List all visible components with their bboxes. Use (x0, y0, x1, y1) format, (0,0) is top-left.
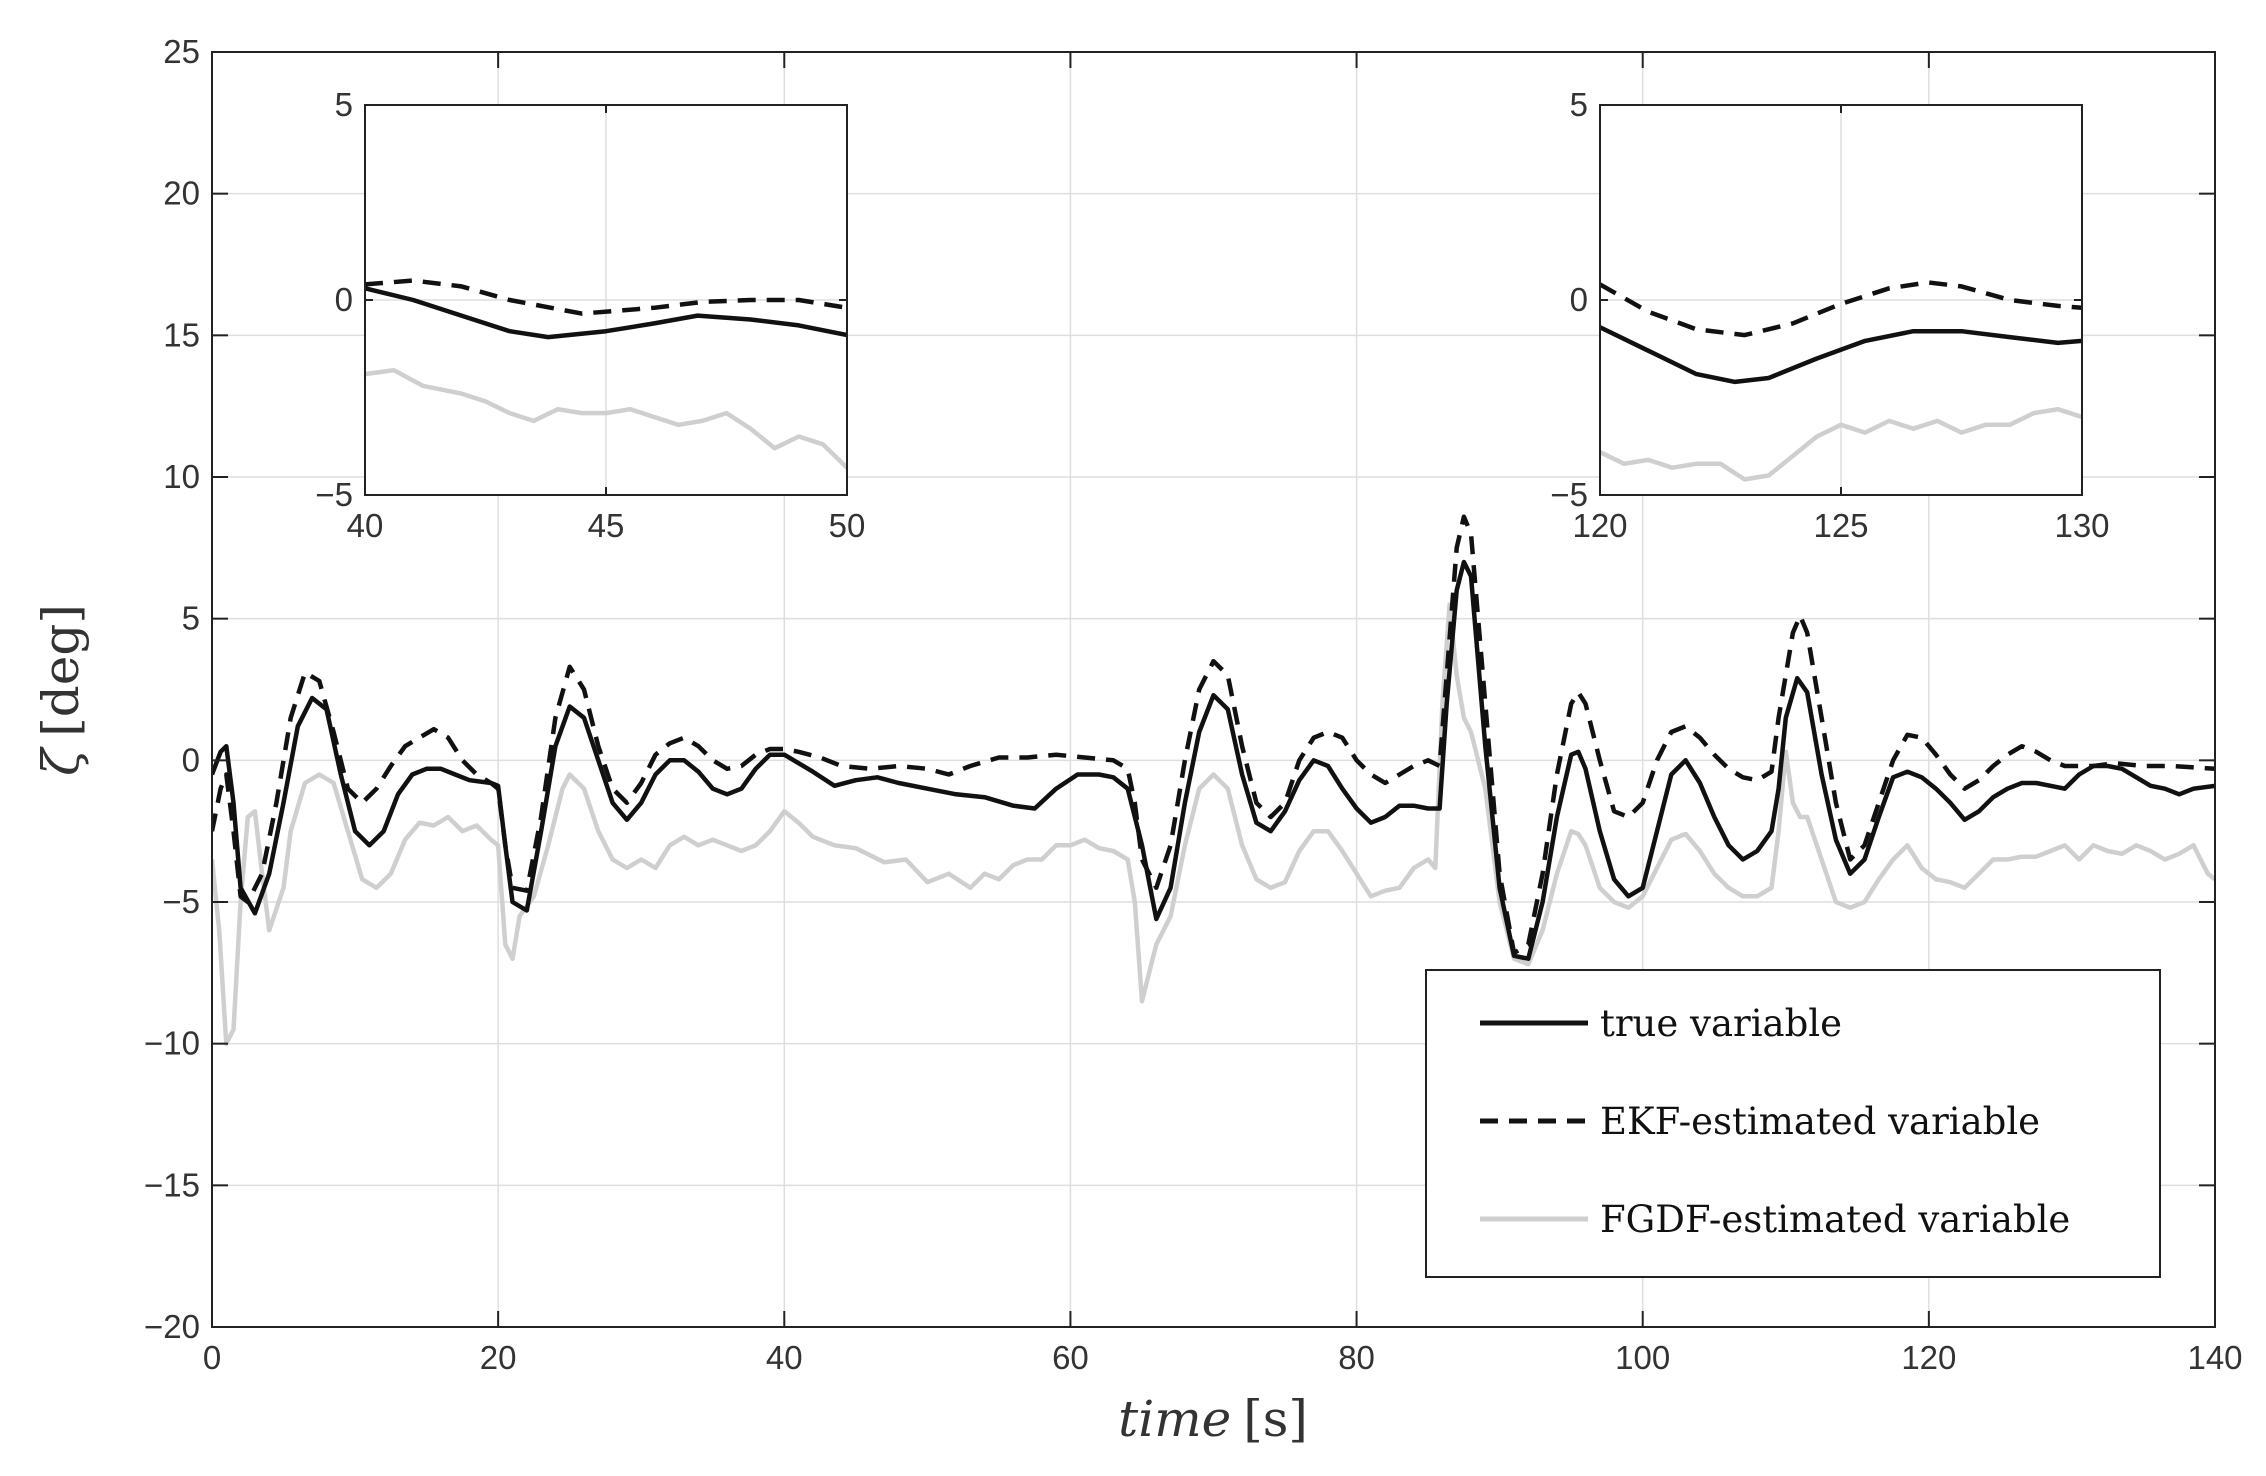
main-x-tick-label: 100 (1615, 1339, 1670, 1376)
inset-right-x-tick-label: 120 (1572, 507, 1627, 544)
inset-right-y-tick-label: −5 (1550, 476, 1588, 513)
main-y-tick-label: 15 (163, 316, 200, 353)
x-axis-label-italic: time (1118, 1390, 1231, 1448)
main-series (212, 514, 2215, 1046)
legend-label-fgdf: FGDF-estimated variable (1600, 1198, 2070, 1241)
main-x-tick-label: 40 (766, 1339, 803, 1376)
inset-right-y-tick-label: 0 (1570, 281, 1588, 318)
inset-right-y-tick-label: 5 (1570, 86, 1588, 123)
main-ticks: 0 20 40 60 80 100 120 140 −20 −15 −10 −5 0 5 10 15 20 25 (144, 33, 2243, 1376)
legend: true variable EKF-estimated variable FGD… (1425, 969, 2161, 1278)
inset-left-x-tick-label: 40 (347, 507, 384, 544)
main-plot-frame (211, 51, 2216, 1328)
main-x-tick-label: 0 (203, 1339, 221, 1376)
main-x-tick-label: 60 (1052, 1339, 1089, 1376)
x-axis-label: time [s] (1118, 1390, 1308, 1448)
inset-left-x-tick-label: 50 (829, 507, 866, 544)
main-x-tick-label: 80 (1338, 1339, 1375, 1376)
main-y-tick-label: −15 (144, 1166, 200, 1203)
inset-left-y-tick-label: 5 (335, 86, 353, 123)
inset-left-ticks: 40 45 50 −5 0 5 (315, 86, 865, 544)
main-series-ekf-estimated-variable (212, 514, 2215, 956)
inset-right-ticks: 120 125 130 −5 0 5 (1550, 86, 2109, 544)
main-y-tick-label: 0 (182, 741, 200, 778)
main-x-tick-label: 20 (480, 1339, 517, 1376)
x-axis-label-unit: [s] (1243, 1390, 1308, 1448)
y-axis-label-symbol: ζ (32, 746, 90, 776)
legend-label-true: true variable (1600, 1002, 1842, 1045)
main-series-fgdf-estimated-variable (212, 602, 2215, 1046)
inset-right-series-fgdf-estimated-variable (1600, 406, 2082, 482)
main-y-tick-label: −10 (144, 1025, 200, 1062)
inset-left-x-tick-label: 45 (588, 507, 625, 544)
main-grid (212, 52, 2215, 1327)
main-y-tick-label: 25 (163, 33, 200, 70)
legend-label-ekf: EKF-estimated variable (1600, 1100, 2040, 1143)
inset-left-series-ekf-estimated-variable (365, 278, 847, 316)
main-series-true-variable (212, 559, 2215, 961)
main-y-tick-label: 10 (163, 458, 200, 495)
main-y-tick-label: −20 (144, 1308, 200, 1345)
inset-left-series (365, 278, 847, 470)
inset-left-series-fgdf-estimated-variable (365, 367, 847, 470)
inset-right-x-tick-label: 125 (1813, 507, 1868, 544)
main-x-tick-label: 120 (1901, 1339, 1956, 1376)
y-axis-label-unit: [deg] (32, 604, 90, 737)
main-y-tick-label: −5 (162, 883, 200, 920)
y-axis-label: ζ [deg] (32, 604, 90, 776)
main-x-tick-label: 140 (2187, 1339, 2242, 1376)
main-y-tick-label: 5 (182, 600, 200, 637)
inset-right: 120 125 130 −5 0 5 (1550, 86, 2109, 544)
inset-right-series (1600, 280, 2082, 482)
inset-left-grid (365, 105, 847, 495)
inset-left-y-tick-label: −5 (315, 476, 353, 513)
inset-right-series-ekf-estimated-variable (1600, 280, 2082, 338)
inset-right-series-true-variable (1600, 325, 2082, 385)
inset-left-series-true-variable (365, 286, 847, 340)
inset-left-y-tick-label: 0 (335, 281, 353, 318)
main-y-tick-label: 20 (163, 175, 200, 212)
inset-left: 40 45 50 −5 0 5 (315, 86, 865, 544)
inset-right-x-tick-label: 130 (2054, 507, 2109, 544)
